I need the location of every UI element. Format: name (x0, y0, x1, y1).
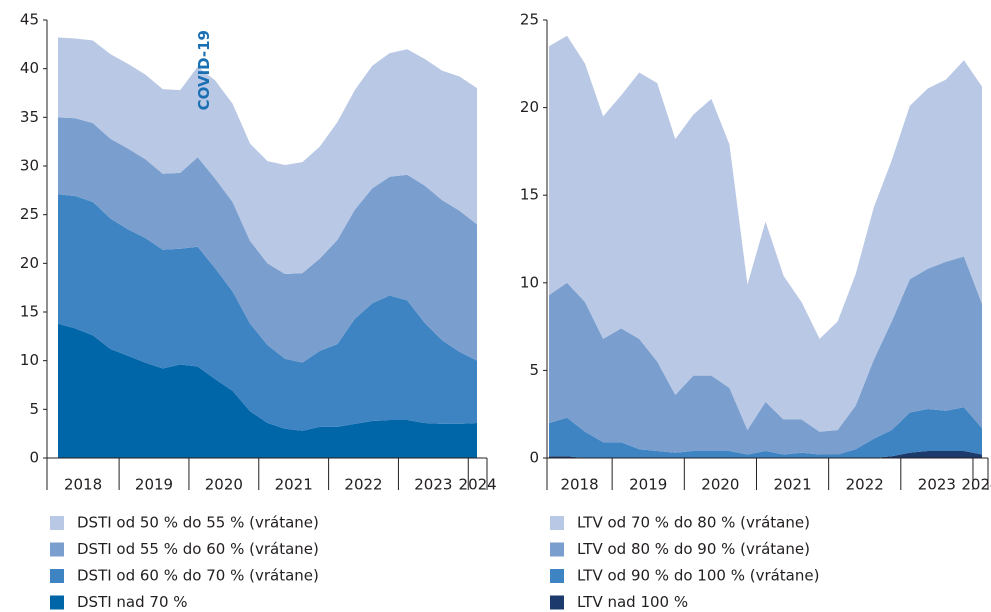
y-tick-label: 30 (20, 157, 39, 175)
area (549, 407, 982, 458)
x-tick-label: 2021 (275, 476, 313, 494)
y-tick-label: 45 (20, 11, 39, 29)
x-tick-label: 2024 (961, 476, 991, 494)
legend-swatch (550, 516, 564, 530)
y-tick-label: 20 (520, 98, 539, 116)
y-tick-label: 5 (29, 400, 39, 418)
y-tick-label: 25 (20, 205, 39, 223)
x-tick-label: 2019 (135, 476, 173, 494)
legend-swatch (550, 569, 564, 583)
y-tick-label: 0 (29, 449, 39, 467)
x-tick-label: 2020 (701, 476, 739, 494)
x-tick-label: 2018 (64, 476, 102, 494)
legend-swatch (50, 516, 64, 530)
x-tick-label: 2023 (918, 476, 956, 494)
legend-label: DSTI od 55 % do 60 % (vrátane) (77, 540, 319, 558)
x-tick-label: 2023 (414, 476, 452, 494)
annotation: COVID-19 (195, 30, 213, 110)
x-tick-label: 2019 (629, 476, 667, 494)
legend-label: LTV od 90 % do 100 % (vrátane) (577, 567, 819, 585)
y-tick-label: 25 (520, 11, 539, 29)
area (58, 37, 477, 275)
area (58, 323, 477, 458)
area (549, 256, 982, 455)
y-tick-label: 10 (520, 273, 539, 291)
legend-swatch (50, 595, 64, 610)
legend-label: LTV od 80 % do 90 % (vrátane) (577, 540, 810, 558)
legend-label: DSTI od 60 % do 70 % (vrátane) (77, 567, 319, 585)
x-tick-label: 2024 (459, 476, 497, 494)
y-tick-label: 5 (529, 361, 539, 379)
y-tick-label: 35 (20, 108, 39, 126)
legend-label: DSTI nad 70 % (77, 593, 188, 611)
y-tick-label: 15 (520, 186, 539, 204)
x-tick-label: 2022 (344, 476, 382, 494)
legend-swatch (550, 595, 564, 610)
area (58, 194, 477, 431)
area (58, 117, 477, 363)
x-tick-label: 2022 (846, 476, 884, 494)
area (549, 35, 982, 432)
legend-swatch (50, 569, 64, 583)
legend-swatch (50, 542, 64, 557)
area (549, 450, 982, 458)
y-tick-label: 15 (20, 303, 39, 321)
y-tick-label: 0 (529, 449, 539, 467)
legend-label: LTV nad 100 % (577, 593, 688, 611)
x-tick-label: 2020 (205, 476, 243, 494)
y-tick-label: 10 (20, 351, 39, 369)
x-tick-label: 2018 (560, 476, 598, 494)
legend-label: DSTI od 50 % do 55 % (vrátane) (77, 514, 319, 532)
x-tick-label: 2021 (773, 476, 811, 494)
legend-swatch (550, 542, 564, 557)
y-tick-label: 40 (20, 59, 39, 77)
legend-label: LTV od 70 % do 80 % (vrátane) (577, 514, 810, 532)
y-tick-label: 20 (20, 254, 39, 272)
